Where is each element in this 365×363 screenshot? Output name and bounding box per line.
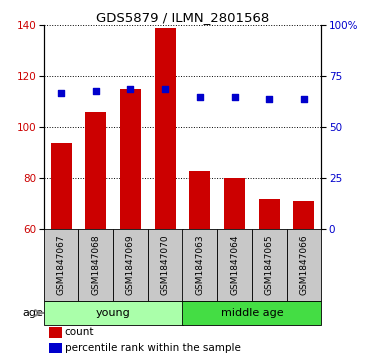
Bar: [120, 89, 141, 229]
Point: [162, 86, 168, 91]
Bar: [85, 112, 106, 229]
Bar: [252, 229, 287, 301]
Bar: [182, 229, 217, 301]
Text: age: age: [22, 308, 43, 318]
Text: GSM1847068: GSM1847068: [91, 235, 100, 295]
Text: young: young: [96, 308, 131, 318]
Bar: [148, 229, 182, 301]
Bar: [44, 301, 182, 325]
Text: GSM1847065: GSM1847065: [265, 235, 274, 295]
Text: percentile rank within the sample: percentile rank within the sample: [65, 343, 241, 353]
Text: GSM1847064: GSM1847064: [230, 235, 239, 295]
Bar: [44, 229, 78, 301]
Point: [301, 96, 307, 102]
Bar: [155, 28, 176, 229]
Point: [266, 96, 272, 102]
Point: [93, 88, 99, 94]
Bar: [182, 301, 321, 325]
Text: middle age: middle age: [220, 308, 283, 318]
Text: GSM1847069: GSM1847069: [126, 235, 135, 295]
Bar: [78, 229, 113, 301]
Text: GSM1847066: GSM1847066: [299, 235, 308, 295]
Bar: [51, 143, 72, 229]
Point: [197, 94, 203, 100]
Bar: [113, 229, 148, 301]
Text: GSM1847070: GSM1847070: [161, 235, 170, 295]
Point: [231, 94, 237, 100]
Title: GDS5879 / ILMN_2801568: GDS5879 / ILMN_2801568: [96, 11, 269, 24]
Text: GSM1847063: GSM1847063: [195, 235, 204, 295]
Bar: [217, 229, 252, 301]
Text: GSM1847067: GSM1847067: [57, 235, 66, 295]
Bar: [287, 229, 321, 301]
Bar: [189, 171, 210, 229]
Bar: [293, 201, 314, 229]
Point: [127, 86, 133, 91]
Bar: [49, 327, 62, 338]
Bar: [224, 178, 245, 229]
Bar: [49, 343, 62, 353]
Bar: [259, 199, 280, 229]
Text: count: count: [65, 327, 94, 338]
Point: [58, 90, 64, 95]
